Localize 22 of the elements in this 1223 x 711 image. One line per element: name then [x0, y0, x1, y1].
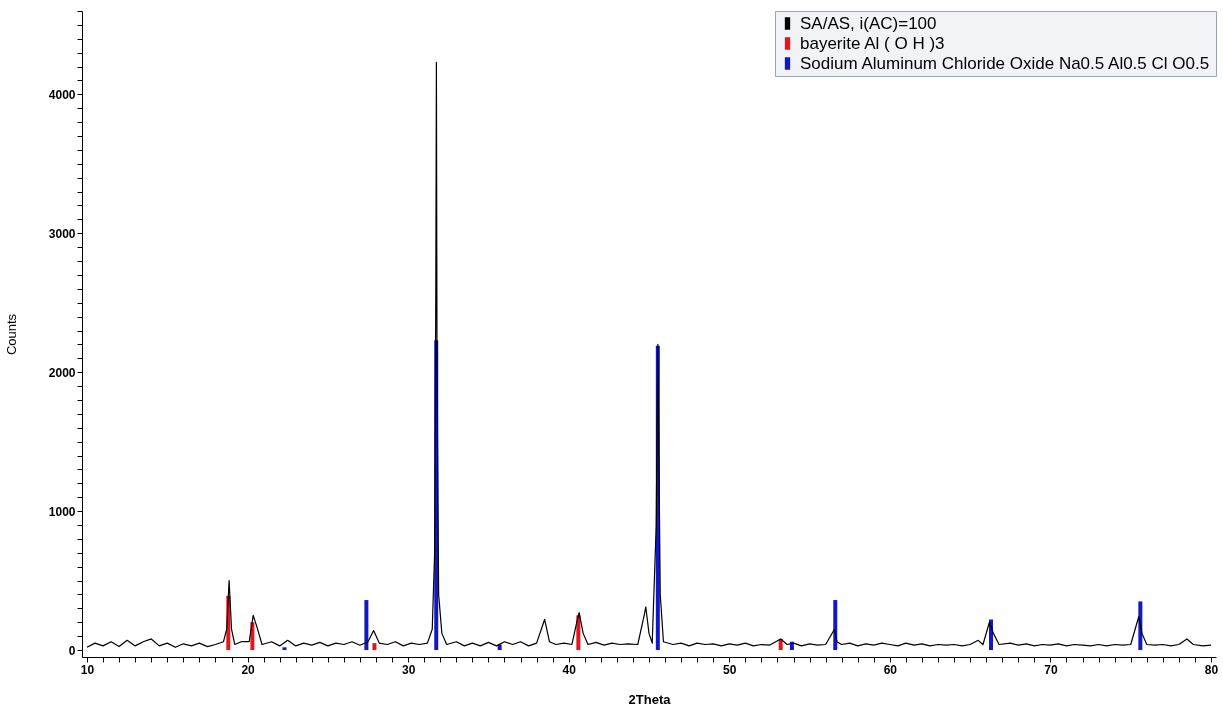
x-tick-label: 80	[1204, 662, 1219, 677]
x-tick-label: 70	[1044, 662, 1058, 677]
legend-label: SA/AS, i(AC)=100	[800, 13, 937, 33]
x-tick-label: 40	[562, 662, 577, 677]
bar	[364, 600, 369, 651]
x-tick-label: 30	[401, 662, 416, 677]
legend-label: bayerite Al ( O H )3	[800, 33, 945, 53]
bar	[372, 643, 377, 651]
y-tick-label: 3000	[48, 226, 76, 241]
x-tick-label: 10	[80, 662, 95, 677]
bar	[833, 600, 838, 651]
y-tick-label: 1000	[48, 504, 76, 519]
legend-label: Sodium Aluminum Chloride Oxide Na0.5 Al0.5 Cl O0.5	[800, 53, 1210, 73]
x-axis-title: 2Theta	[628, 691, 672, 707]
x-tick-label: 20	[241, 662, 256, 677]
y-tick-label: 0	[68, 643, 76, 658]
y-tick-label: 4000	[48, 87, 76, 102]
x-tick-label: 60	[883, 662, 898, 677]
y-tick-label: 2000	[48, 365, 76, 380]
y-axis-title: Counts	[3, 313, 19, 356]
bar	[282, 647, 287, 651]
x-tick-label: 50	[723, 662, 737, 677]
